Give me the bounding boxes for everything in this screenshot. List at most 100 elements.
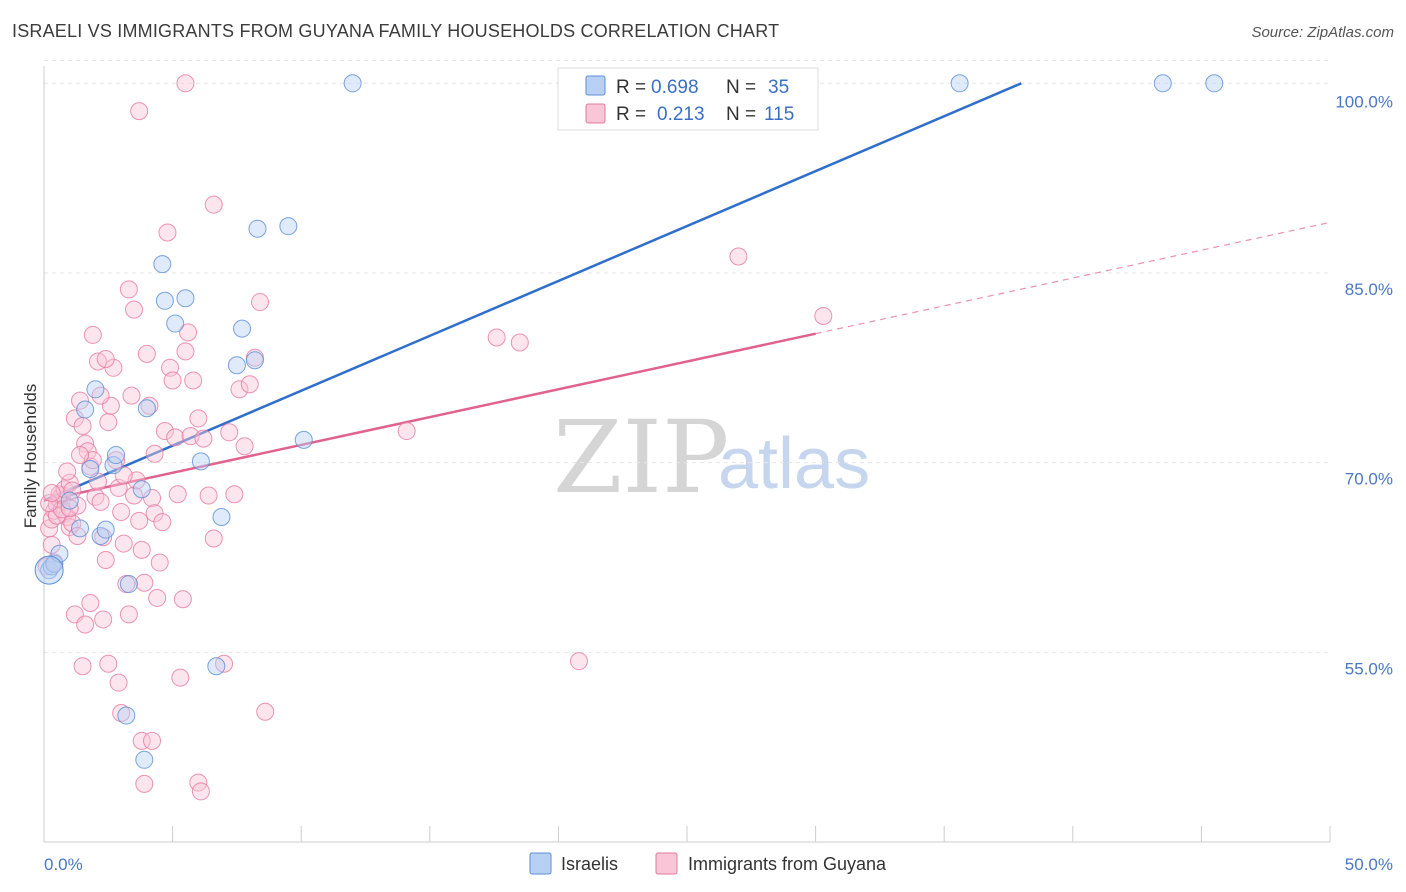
stats-legend: R = 0.698 N = 35 R = 0.213 N = 115	[557, 67, 819, 131]
point-series1-84	[96, 349, 115, 368]
bottom-legend-guyana: Immigrants from Guyana	[688, 854, 887, 874]
point-series0-27	[245, 351, 264, 370]
point-series1-83	[125, 300, 144, 319]
point-series0-18	[153, 255, 172, 274]
data-points	[34, 74, 1224, 801]
point-series0-24	[212, 508, 231, 527]
point-series1-54	[155, 422, 174, 441]
legend-n-label-2: N =	[726, 104, 756, 125]
point-series1-90	[112, 704, 131, 723]
point-series1-37	[112, 502, 131, 521]
trend-line-dashed-1	[815, 221, 1331, 335]
point-series0-13	[117, 706, 136, 725]
point-series1-94	[191, 782, 210, 801]
point-series1-57	[163, 371, 182, 390]
point-series0-21	[176, 289, 195, 308]
y-tick-label-1: 70.0%	[1345, 470, 1393, 489]
point-series1-95	[73, 657, 92, 676]
point-series1-59	[168, 485, 187, 504]
point-series0-31	[343, 74, 362, 93]
bottom-legend-swatch-guyana	[655, 852, 678, 875]
point-series1-19	[71, 391, 90, 410]
point-series1-78	[256, 702, 275, 721]
point-series0-4	[60, 491, 79, 510]
point-series0-32	[950, 74, 969, 93]
point-series1-113	[145, 444, 164, 463]
point-series0-6	[76, 400, 95, 419]
point-series0-23	[207, 657, 226, 676]
point-series1-103	[68, 526, 87, 545]
legend-n-value-2: 115	[764, 104, 794, 125]
point-series0-29	[279, 217, 298, 236]
point-series1-60	[171, 668, 190, 687]
point-series1-40	[119, 605, 138, 624]
point-series1-110	[397, 422, 416, 441]
point-series1-114	[71, 446, 90, 465]
point-series1-79	[204, 195, 223, 214]
point-series1-29	[96, 551, 115, 570]
point-series1-21	[76, 434, 95, 453]
point-series1-72	[225, 485, 244, 504]
point-series1-87	[81, 594, 100, 613]
point-series0-12	[107, 446, 126, 465]
watermark: ZIP atlas	[553, 399, 870, 516]
x-tick-labels: 0.0% 50.0%	[44, 855, 1393, 874]
point-series0-30	[294, 430, 313, 449]
bottom-legend-israelis: Israelis	[561, 854, 618, 874]
point-series1-53	[153, 513, 172, 532]
point-series1-30	[99, 413, 118, 432]
chart-title: ISRAELI VS IMMIGRANTS FROM GUYANA FAMILY…	[12, 21, 780, 41]
point-series1-48	[140, 396, 159, 415]
point-series0-33	[1153, 74, 1172, 93]
y-axis-label: Family Households	[21, 384, 40, 529]
point-series1-35	[107, 451, 126, 470]
x-tick-label-1: 50.0%	[1345, 855, 1393, 874]
point-series1-73	[230, 380, 249, 399]
legend-swatch-guyana	[585, 103, 606, 124]
y-tick-label-3: 100.0%	[1335, 92, 1393, 111]
watermark-zip: ZIP	[553, 399, 729, 516]
point-series1-45	[132, 540, 151, 559]
point-israelis-large	[34, 555, 64, 585]
point-series1-33	[83, 325, 102, 344]
point-series1-105	[487, 328, 506, 347]
point-series0-20	[166, 314, 185, 333]
point-series1-46	[135, 573, 154, 592]
point-series1-81	[130, 102, 149, 121]
watermark-atlas: atlas	[718, 424, 870, 504]
legend-r-value-1: 0.698	[651, 77, 699, 98]
bottom-legend-swatch-israelis	[529, 852, 552, 875]
point-series0-7	[81, 459, 100, 478]
point-series1-66	[189, 409, 208, 428]
point-series1-27	[91, 492, 110, 511]
point-series1-63	[179, 323, 198, 342]
point-series1-42	[125, 486, 144, 505]
legend-n-label-1: N =	[726, 77, 756, 98]
point-series1-91	[132, 731, 151, 750]
point-series1-97	[143, 731, 162, 750]
point-series1-47	[137, 344, 156, 363]
point-series0-5	[71, 519, 90, 538]
point-series1-92	[135, 774, 154, 793]
point-series1-18	[65, 409, 84, 428]
point-series1-107	[729, 247, 748, 266]
point-series0-19	[155, 291, 174, 310]
point-series1-108	[814, 306, 833, 325]
legend-r-value-2: 0.213	[657, 104, 705, 125]
point-series0-10	[96, 520, 115, 539]
point-series1-17	[58, 462, 77, 481]
point-series1-89	[109, 673, 128, 692]
point-series1-44	[130, 511, 149, 530]
y-tick-label-0: 55.0%	[1345, 659, 1393, 678]
point-series1-71	[220, 423, 239, 442]
point-series1-65	[184, 371, 203, 390]
point-series0-15	[132, 480, 151, 499]
point-series1-41	[122, 386, 141, 405]
point-series1-67	[194, 429, 213, 448]
point-series0-17	[137, 399, 156, 418]
point-series1-109	[569, 652, 588, 671]
legend-r-label-2: R =	[616, 104, 646, 125]
point-series0-28	[248, 219, 267, 238]
series-legend: Israelis Immigrants from Guyana	[529, 852, 887, 875]
point-series1-88	[94, 610, 113, 629]
